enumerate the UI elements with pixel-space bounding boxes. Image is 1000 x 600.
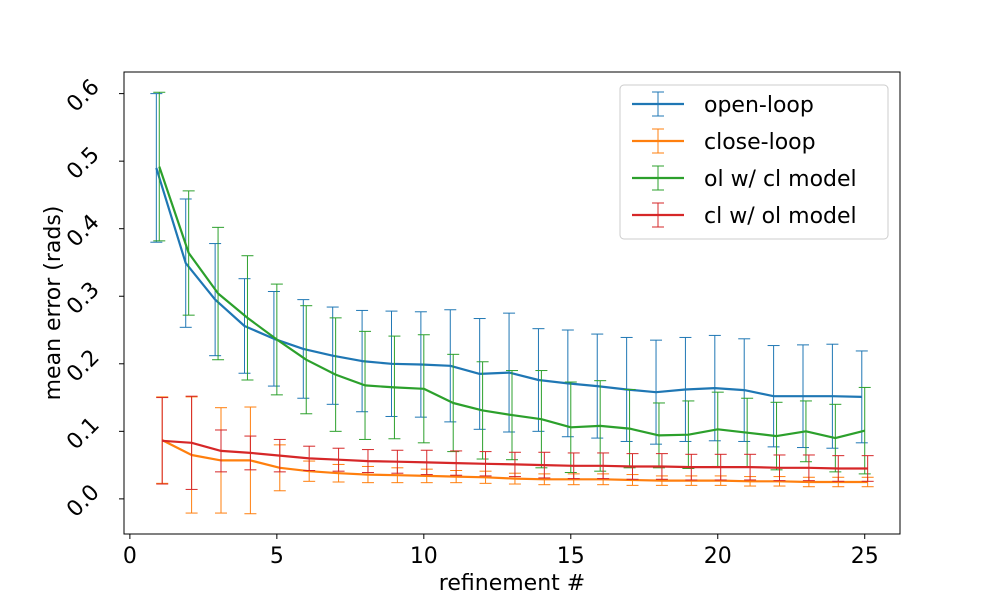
y-axis-label: mean error (rads) — [41, 206, 66, 401]
series-line — [162, 439, 868, 470]
series-cl-w-ol-model — [156, 395, 874, 490]
legend-item: close-loop — [632, 128, 816, 155]
legend-item: open-loop — [632, 91, 814, 118]
legend-item: ol w/ cl model — [632, 165, 857, 192]
series-line — [158, 166, 865, 440]
x-tick-label: 10 — [410, 544, 438, 569]
legend-label: ol w/ cl model — [704, 167, 857, 192]
legend-label: open-loop — [704, 93, 814, 118]
legend-label: cl w/ ol model — [704, 204, 857, 229]
legend: open-loop close-loop ol w/ cl model cl w/ o… — [619, 84, 889, 240]
x-axis-label: refinement # — [439, 571, 585, 596]
series-open-loop — [150, 93, 868, 449]
legend-item: cl w/ ol model — [632, 202, 857, 229]
plot-frame — [123, 71, 901, 535]
series-layer — [150, 91, 874, 515]
series-ol-w-cl-model — [153, 91, 871, 475]
x-tick-label: 20 — [704, 544, 732, 569]
series-line — [155, 167, 862, 398]
x-tick-label: 15 — [557, 544, 585, 569]
x-axis-ticks: 0 5 10 15 20 25 — [123, 534, 879, 569]
legend-box — [619, 84, 889, 240]
legend-label: close-loop — [704, 130, 816, 155]
x-tick-label: 25 — [851, 544, 879, 569]
x-tick-label: 0 — [123, 544, 137, 569]
x-tick-label: 5 — [270, 544, 284, 569]
